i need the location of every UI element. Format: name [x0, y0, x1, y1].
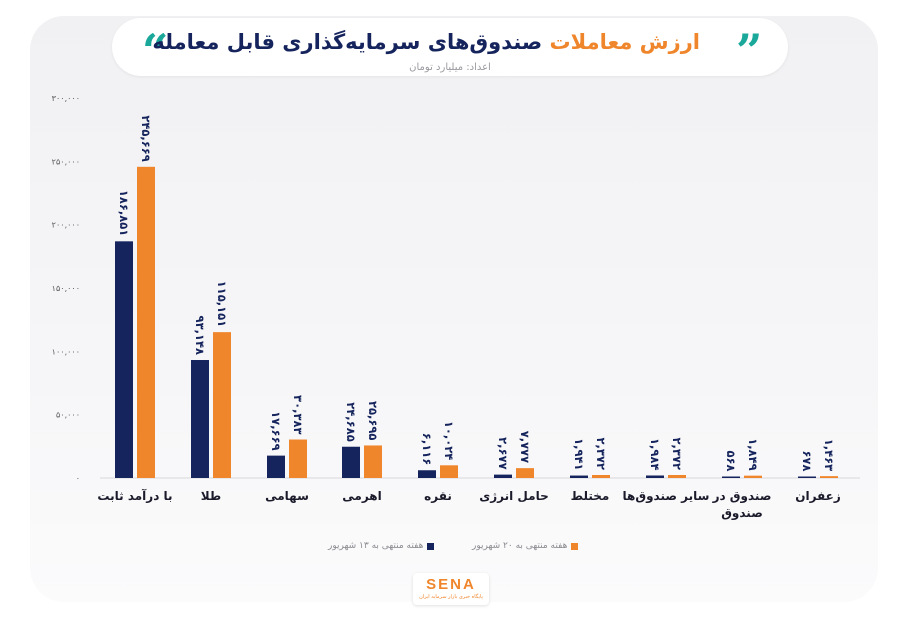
data-label: ۱۰,۰۲۴ [442, 421, 456, 460]
data-label: ۲,۳۷۲ [670, 438, 684, 470]
data-label: ۳۰,۳۸۳ [291, 395, 305, 434]
chart-subtitle: اعداد: میلیارد تومان [409, 62, 491, 73]
bar [191, 360, 209, 478]
x-tick-label: زعفران [795, 489, 841, 503]
chart-title: ارزش معاملات صندوق‌های سرمایه‌گذاری قابل… [152, 30, 700, 54]
legend-swatch-week13 [427, 542, 435, 550]
data-label: ۱۷,۶۶۹ [269, 411, 283, 450]
legend-item-week20: هفته منتهی به ۲۰ شهریور [472, 541, 579, 551]
y-tick-label: ۲۵۰,۰۰۰ [52, 157, 80, 166]
bar [115, 241, 133, 478]
x-tick-label: اهرمی [342, 489, 381, 503]
data-label: ۲۴۵,۶۶۹ [139, 115, 153, 161]
y-tick-label: ۳۰۰,۰۰۰ [52, 94, 80, 103]
data-label: ۲۵,۶۹۵ [366, 401, 380, 440]
bar [592, 474, 610, 478]
data-label: ۲,۶۷۷ [496, 437, 510, 469]
x-tick-label: نقره [424, 489, 452, 503]
bar [267, 455, 285, 478]
legend-item-week13: هفته منتهی به ۱۳ شهریور [328, 541, 435, 551]
y-tick-label: ۰ [76, 474, 80, 483]
bar [289, 439, 307, 478]
data-label: ۱۸۶,۸۵۱ [117, 190, 131, 236]
x-tick-label: مختلط [571, 489, 610, 503]
data-label: ۱,۸۴۹ [746, 438, 760, 470]
y-tick-label: ۲۰۰,۰۰۰ [52, 221, 80, 230]
quote-left-icon: “ [142, 24, 169, 78]
data-label: ۱,۹۴۱ [572, 438, 586, 470]
bar [342, 446, 360, 478]
bar [137, 166, 155, 478]
x-tick-label: صندوق [721, 506, 763, 521]
y-tick-label: ۱۰۰,۰۰۰ [52, 347, 80, 356]
data-label: ۱,۴۶۳ [822, 439, 836, 471]
bar [494, 474, 512, 478]
data-label: ۷,۷۷۷ [518, 431, 532, 463]
bar [213, 332, 231, 478]
data-label: ۹۳,۱۴۸ [193, 316, 207, 355]
bar [570, 475, 588, 478]
y-tick-label: ۱۵۰,۰۰۰ [52, 284, 80, 293]
x-tick-label: سایر صندوق‌ها [623, 489, 710, 504]
x-tick-label: سهامی [265, 489, 309, 503]
bar [418, 470, 436, 478]
bar [516, 468, 534, 478]
y-tick-label: ۵۰,۰۰۰ [56, 411, 80, 420]
data-label: ۶,۱۱۶ [420, 433, 434, 465]
title-pill [112, 18, 788, 76]
x-tick-label: حامل انرژی [479, 489, 548, 503]
bar [798, 476, 816, 478]
data-label: ۶۷۸ [800, 450, 814, 471]
x-tick-label: صندوق در [712, 489, 772, 504]
legend-label-week13: هفته منتهی به ۱۳ شهریور [328, 541, 424, 551]
x-tick-label: طلا [201, 489, 221, 503]
bar [440, 465, 458, 478]
logo-text: SENA [426, 576, 476, 593]
data-label: ۵۶۸ [724, 450, 738, 471]
bar [364, 445, 382, 478]
data-label: ۱۱۵,۱۵۱ [215, 281, 229, 327]
chart-title-rest: صندوق‌های سرمایه‌گذاری قابل معامله [152, 30, 550, 54]
data-label: ۱,۹۸۴ [648, 438, 662, 470]
sena-logo: SENA پایگاه خبری بازار سرمایه ایران [413, 573, 489, 605]
legend-swatch-week20 [571, 542, 579, 550]
bar [820, 476, 838, 478]
data-label: ۲۴,۶۸۵ [344, 402, 358, 441]
bar [646, 475, 664, 478]
bar [722, 476, 740, 478]
bar [668, 474, 686, 478]
bar [744, 475, 762, 478]
x-tick-label: با درآمد ثابت [97, 488, 172, 503]
chart-card [30, 16, 878, 602]
chart-title-highlight: ارزش معاملات [549, 30, 700, 54]
data-label: ۲,۳۷۲ [594, 438, 608, 470]
quote-right-icon: ” [736, 24, 763, 78]
legend-label-week20: هفته منتهی به ۲۰ شهریور [472, 541, 568, 551]
logo-subtitle: پایگاه خبری بازار سرمایه ایران [419, 594, 483, 600]
